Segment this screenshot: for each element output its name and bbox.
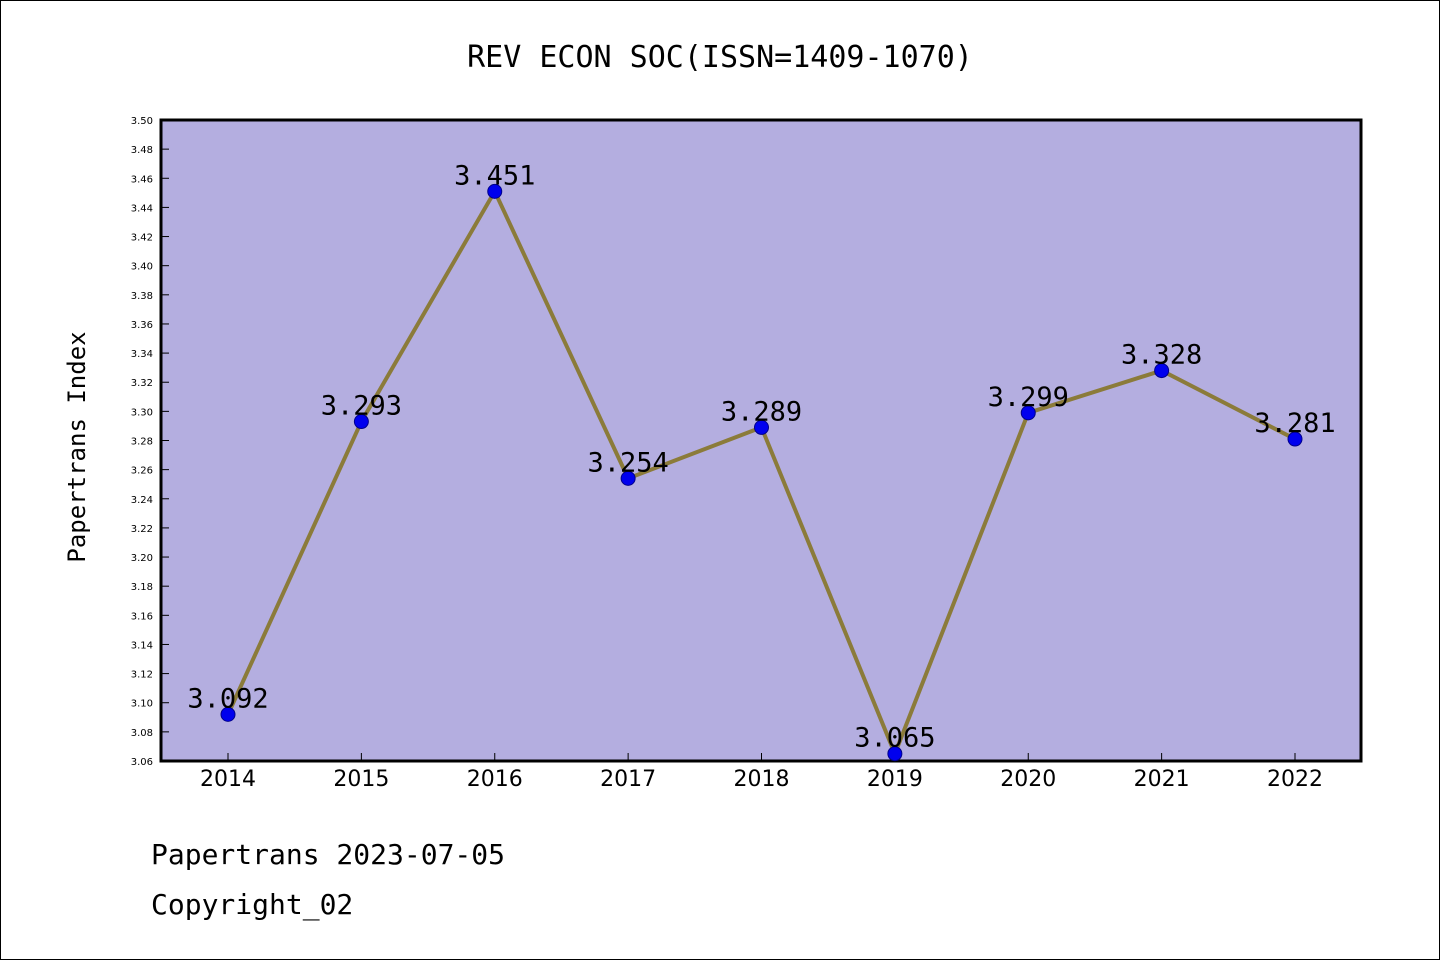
chart-title: REV ECON SOC(ISSN=1409-1070) [467, 40, 973, 75]
y-tick-label: 3.32 [131, 378, 153, 389]
x-tick-label: 2017 [600, 767, 656, 792]
y-axis-label: Papertrans Index [63, 331, 91, 562]
data-point [1287, 431, 1303, 447]
y-tick-label: 3.30 [131, 407, 153, 418]
data-label: 3.254 [587, 447, 668, 478]
data-label: 3.328 [1121, 340, 1202, 371]
x-tick-label: 2014 [200, 767, 256, 792]
y-tick-label: 3.50 [131, 116, 153, 127]
data-label: 3.281 [1254, 408, 1335, 439]
y-tick-label: 3.44 [131, 203, 153, 214]
x-tick-label: 2019 [867, 767, 923, 792]
y-tick-label: 3.42 [131, 233, 153, 244]
data-label: 3.299 [988, 382, 1069, 413]
data-point [1154, 363, 1170, 379]
y-tick-label: 3.34 [131, 349, 153, 360]
y-tick-label: 3.06 [131, 757, 153, 768]
data-label: 3.065 [854, 723, 935, 754]
y-axis-ticks: 3.06 3.08 3.10 3.12 3.14 3.16 3.18 3.20 3.22 3.24… [131, 116, 169, 768]
data-label: 3.293 [321, 391, 402, 422]
data-label: 3.451 [454, 160, 535, 191]
data-point [1020, 405, 1036, 421]
plot-area [159, 118, 1363, 763]
data-point [620, 470, 636, 486]
x-tick-label: 2018 [734, 767, 790, 792]
y-tick-label: 3.38 [131, 291, 153, 302]
y-tick-label: 3.22 [131, 524, 153, 535]
y-tick-label: 3.18 [131, 582, 153, 593]
x-tick-label: 2015 [333, 767, 389, 792]
data-point [754, 419, 769, 435]
y-tick-label: 3.28 [131, 437, 153, 448]
data-label: 3.092 [187, 683, 268, 714]
y-tick-label: 3.16 [131, 611, 153, 622]
y-tick-label: 3.26 [131, 466, 153, 477]
x-tick-label: 2016 [467, 767, 523, 792]
footer-copyright: Copyright_02 [151, 888, 353, 922]
data-point [487, 183, 503, 199]
data-point [220, 706, 236, 722]
y-tick-label: 3.46 [131, 174, 153, 185]
y-tick-label: 3.36 [131, 320, 153, 331]
data-point [887, 746, 903, 762]
y-tick-label: 3.48 [131, 145, 153, 156]
footer-date: Papertrans 2023-07-05 [151, 838, 505, 871]
y-tick-label: 3.40 [131, 262, 153, 273]
y-tick-label: 3.08 [131, 728, 153, 739]
data-label: 3.289 [721, 396, 802, 427]
y-tick-label: 3.24 [131, 495, 153, 506]
data-labels: 3.092 3.293 3.451 3.254 3.289 3.065 3.299 3.328… [187, 160, 1335, 753]
x-tick-label: 2021 [1134, 767, 1190, 792]
y-tick-label: 3.20 [131, 553, 153, 564]
x-tick-label: 2020 [1000, 767, 1056, 792]
data-point [353, 414, 369, 430]
x-tick-label: 2022 [1267, 767, 1323, 792]
y-tick-label: 3.10 [131, 699, 153, 710]
x-axis-ticks: 2014 2015 2016 2017 2018 2019 2020 2021 2022 [200, 753, 1323, 792]
y-tick-label: 3.14 [131, 640, 153, 651]
y-tick-label: 3.12 [131, 670, 153, 681]
data-points [220, 183, 1303, 762]
